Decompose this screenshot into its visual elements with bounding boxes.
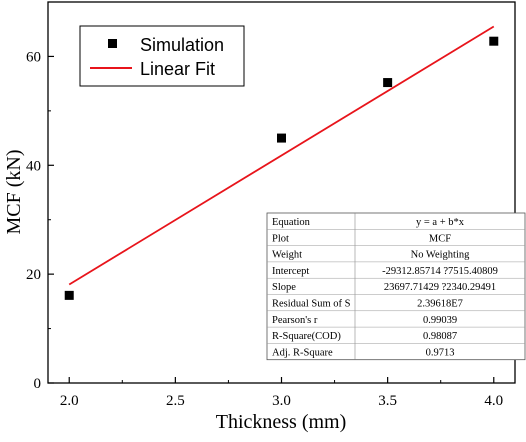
fit-table-value: y = a + b*x xyxy=(416,217,465,228)
y-axis: 0 20 40 60 xyxy=(26,49,54,392)
fit-table-border xyxy=(266,212,526,361)
legend-label-linear-fit: Linear Fit xyxy=(140,59,215,79)
x-tick-label: 3.0 xyxy=(272,393,291,409)
x-axis-title: Thickness (mm) xyxy=(216,411,347,433)
fit-table-label: Residual Sum of S xyxy=(272,299,351,310)
fit-table-label: Slope xyxy=(272,282,296,293)
fit-table-label: Weight xyxy=(272,250,302,261)
x-tick-label: 2.0 xyxy=(60,393,79,409)
fit-table-value: 0.99039 xyxy=(423,315,457,326)
simulation-point xyxy=(489,36,499,46)
fit-table-value: 2.39618E7 xyxy=(417,299,463,310)
fit-table-value: No Weighting xyxy=(411,250,470,261)
y-axis-title: MCF (kN) xyxy=(3,149,25,234)
fit-statistics-table: Equation y = a + b*x Plot MCF Weight No Weigh… xyxy=(266,212,526,361)
y-tick-label: 60 xyxy=(26,49,41,65)
fit-table-value: MCF xyxy=(429,233,451,244)
x-axis: 2.0 2.5 3.0 3.5 4.0 xyxy=(60,377,503,409)
y-tick-label: 40 xyxy=(26,158,41,174)
fit-table-label: Adj. R-Square xyxy=(272,347,333,358)
fit-table-value: 0.98087 xyxy=(423,331,457,342)
legend: Simulation Linear Fit xyxy=(79,25,245,87)
fit-table-label: Equation xyxy=(272,217,311,228)
x-tick-label: 3.5 xyxy=(378,393,397,409)
linear-fit-line xyxy=(68,25,495,286)
fit-table-value: 23697.71429 ?2340.29491 xyxy=(384,282,496,293)
fit-table-label: Plot xyxy=(272,233,289,244)
fit-table-value: -29312.85714 ?7515.40809 xyxy=(382,266,498,277)
fit-table-value: 0.9713 xyxy=(426,347,455,358)
y-tick-label: 0 xyxy=(34,376,42,392)
legend-box xyxy=(79,25,245,87)
fit-table-label: Intercept xyxy=(272,266,309,277)
y-tick-label: 20 xyxy=(26,267,41,283)
legend-marker-simulation xyxy=(108,39,117,48)
fit-table-label: Pearson's r xyxy=(272,315,318,326)
simulation-point xyxy=(383,78,393,88)
simulation-point xyxy=(277,133,286,143)
x-tick-label: 2.5 xyxy=(166,393,185,409)
fit-table-label: R-Square(COD) xyxy=(272,331,341,342)
legend-label-simulation: Simulation xyxy=(140,35,224,55)
x-tick-label: 4.0 xyxy=(484,393,503,409)
simulation-point xyxy=(64,290,74,300)
series-layer xyxy=(64,25,499,300)
